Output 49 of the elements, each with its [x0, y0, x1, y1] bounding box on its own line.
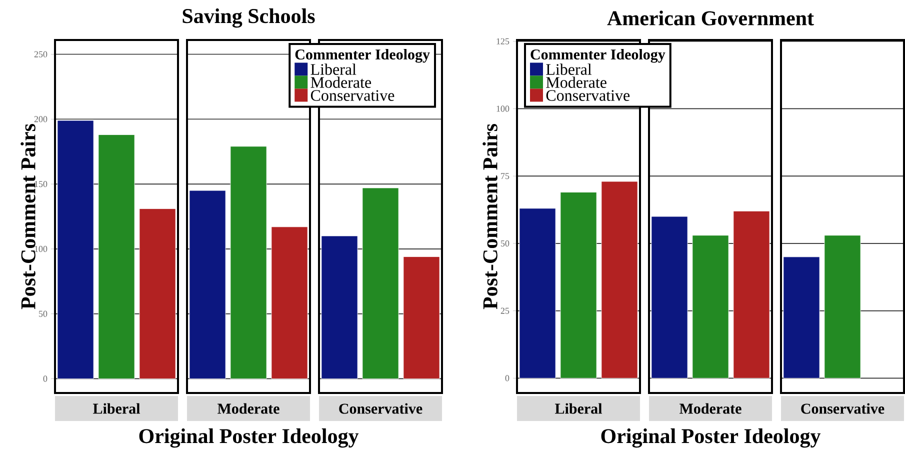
legend-label: Conservative [546, 90, 630, 101]
y-axis-title: Post-Comment Pairs [20, 124, 36, 310]
bar [321, 236, 358, 379]
bar [651, 216, 688, 378]
bar [362, 188, 399, 379]
y-tick-label: 25 [500, 308, 510, 314]
legend-label: Moderate [310, 76, 372, 88]
y-tick-label: 200 [34, 116, 48, 122]
bar [98, 134, 135, 379]
legend-title: Commenter Ideology [530, 49, 666, 63]
bar [139, 208, 176, 379]
bar [783, 256, 820, 378]
x-tick-label: Moderate [218, 403, 280, 414]
y-tick-label: 0 [43, 376, 48, 382]
y-tick-label: 50 [500, 240, 510, 246]
bar [403, 256, 440, 379]
bar [601, 181, 638, 378]
chart-title: American Government [607, 10, 814, 26]
y-tick-label: 0 [505, 375, 510, 382]
bar [519, 208, 556, 378]
y-tick-label: 100 [496, 106, 510, 112]
y-tick-label: 100 [34, 246, 48, 252]
x-tick-label: Conservative [339, 403, 422, 414]
x-tick-label: Liberal [555, 403, 602, 414]
legend-label: Conservative [310, 90, 394, 101]
bar [733, 210, 770, 378]
y-tick-label: 250 [34, 51, 48, 58]
bar [271, 226, 308, 379]
legend-label: Liberal [546, 64, 592, 75]
x-axis-title: Original Poster Ideology [139, 428, 359, 448]
bar [57, 120, 94, 379]
y-tick-label: 150 [34, 181, 48, 188]
legend-title: Commenter Ideology [295, 49, 430, 63]
x-axis-title: Original Poster Ideology [601, 428, 821, 448]
bar [824, 235, 861, 378]
y-tick-label: 50 [38, 310, 48, 317]
bar [692, 235, 729, 378]
chart-title: Saving Schools [182, 8, 315, 28]
legend-label: Moderate [546, 76, 606, 88]
y-tick-label: 125 [496, 38, 510, 44]
bar [189, 190, 226, 379]
x-tick-label: Moderate [680, 403, 742, 414]
x-tick-label: Conservative [801, 403, 884, 414]
legend-label: Liberal [310, 64, 356, 75]
y-axis-title: Post-Comment Pairs [482, 124, 498, 310]
bar [560, 192, 597, 378]
y-tick-label: 75 [501, 173, 510, 180]
bar [230, 146, 267, 379]
x-tick-label: Liberal [93, 403, 140, 414]
